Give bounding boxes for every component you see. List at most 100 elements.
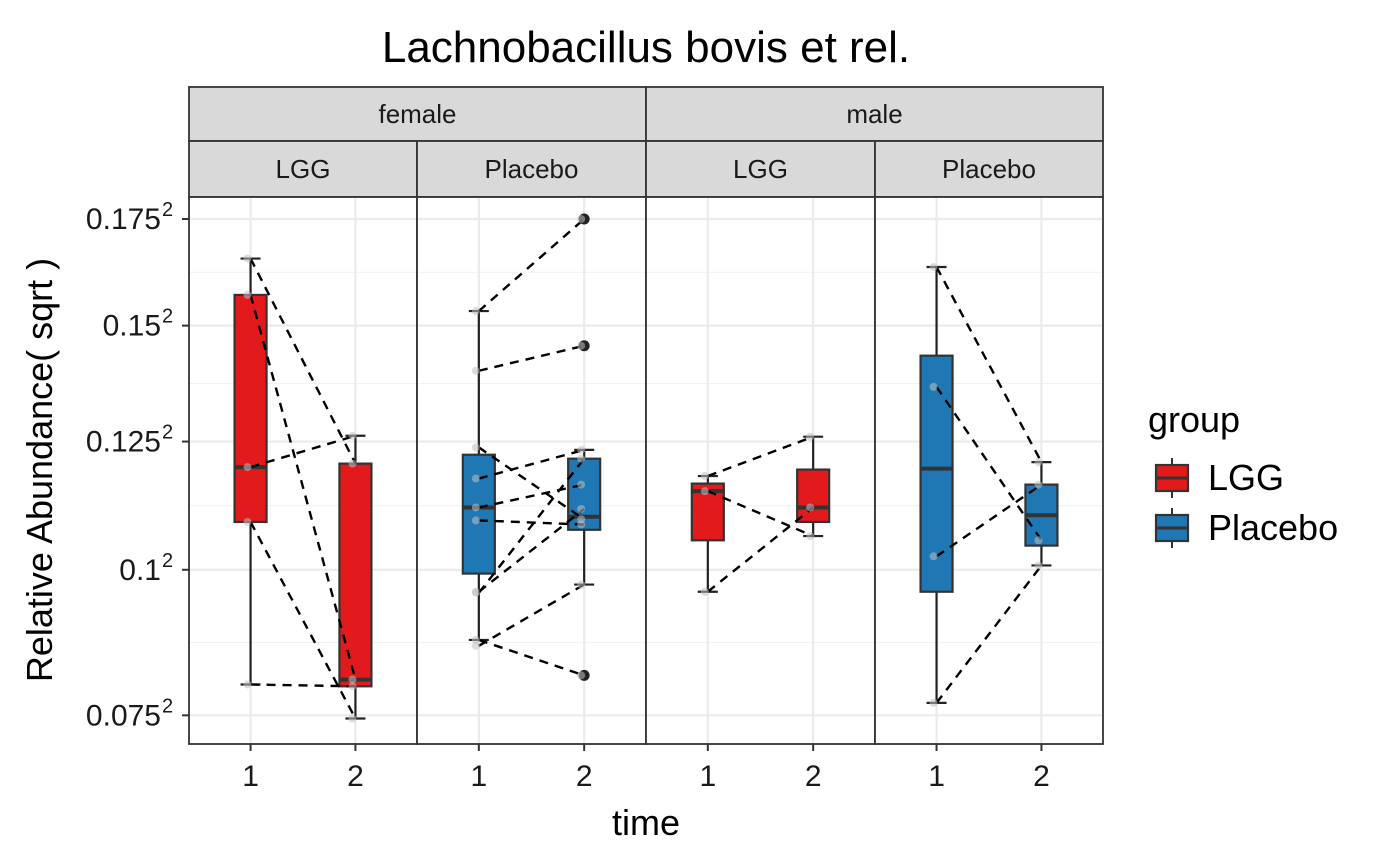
x-tick-label: 1 — [699, 760, 716, 793]
sample-point — [1034, 561, 1043, 570]
panel-male-placebo: Placebo — [874, 140, 1104, 745]
sample-point — [348, 431, 357, 440]
paired-line — [250, 434, 356, 469]
sample-point — [471, 516, 480, 525]
sample-point — [577, 671, 586, 680]
strip-label-female: female — [378, 99, 456, 129]
y-axis: 0.075 20.1 20.125 20.15 20.175 2 — [86, 199, 189, 732]
box-iqr — [461, 453, 496, 575]
sample-point — [243, 680, 252, 689]
panel-background — [875, 197, 1103, 744]
sample-point — [243, 254, 252, 263]
sample-point — [471, 641, 480, 650]
strip-label-placebo: Placebo — [942, 154, 1036, 184]
x-axis: 1 2 1 2 1 2 1 2 — [242, 744, 1050, 793]
paired-line — [478, 638, 585, 677]
strip-lgg — [188, 140, 418, 198]
strip-male — [645, 86, 1104, 142]
paired-line — [935, 564, 1043, 704]
paired-line — [478, 218, 585, 312]
sample-point — [577, 445, 586, 454]
panel-border — [874, 196, 1104, 745]
panel-female-placebo: Placebo — [416, 140, 647, 745]
y-tick-exponent: 2 — [162, 199, 173, 221]
y-tick-exponent: 2 — [162, 550, 173, 572]
box-iqr — [233, 293, 268, 524]
box-female-lgg-t2 — [338, 434, 373, 720]
sample-point — [1034, 458, 1043, 467]
sample-point — [929, 698, 938, 707]
box-male-placebo-t1 — [919, 265, 954, 704]
paired-line — [478, 344, 585, 372]
paired-line — [477, 457, 586, 594]
legend-label-lgg: LGG — [1208, 457, 1284, 498]
sample-point — [471, 443, 480, 452]
y-tick-label: 0.125 — [86, 426, 161, 459]
sample-point — [471, 503, 480, 512]
paired-line — [707, 506, 814, 593]
sample-point — [348, 459, 357, 468]
panel-background — [646, 197, 875, 744]
sample-point — [1034, 480, 1043, 489]
legend-item-lgg: LGG — [1154, 457, 1284, 498]
paired-line — [249, 258, 357, 465]
sample-point — [471, 474, 480, 483]
sample-point — [348, 675, 357, 684]
box-iqr — [796, 468, 831, 524]
x-tick-label: 2 — [1033, 760, 1050, 793]
paired-line — [707, 490, 814, 538]
y-tick-label: 0.175 — [86, 203, 161, 236]
sample-point — [1034, 536, 1043, 545]
paired-line — [478, 446, 585, 521]
panel-male-lgg: LGG — [645, 140, 876, 745]
sample-point — [577, 215, 586, 224]
paired-line — [478, 583, 585, 647]
sample-point — [243, 290, 252, 299]
sample-point — [577, 454, 586, 463]
legend-title: group — [1148, 399, 1240, 440]
sample-point — [243, 517, 252, 526]
strip-lgg — [645, 140, 876, 198]
paired-line — [250, 683, 356, 688]
paired-line — [935, 266, 1043, 463]
x-tick-label: 2 — [805, 760, 822, 793]
paired-line — [478, 519, 585, 526]
strip-label-placebo: Placebo — [485, 154, 579, 184]
y-axis-title: Relative Abundance( sqrt ) — [19, 258, 60, 682]
sample-point — [577, 341, 586, 350]
sample-point — [700, 487, 709, 496]
x-tick-label: 2 — [347, 760, 364, 793]
legend-label-placebo: Placebo — [1208, 507, 1338, 548]
box-iqr — [919, 354, 954, 593]
box-iqr — [338, 462, 373, 688]
sample-point — [471, 307, 480, 316]
strip-label-lgg: LGG — [733, 154, 788, 184]
box-female-lgg-t1 — [233, 257, 268, 686]
paired-line — [249, 521, 357, 720]
sample-point — [929, 263, 938, 272]
sample-point — [700, 472, 709, 481]
y-tick-label: 0.1 — [119, 554, 161, 587]
x-tick-label: 1 — [928, 760, 945, 793]
sample-point — [806, 532, 815, 541]
y-tick-exponent: 2 — [162, 695, 173, 717]
paired-line — [478, 448, 585, 480]
panel-background — [417, 197, 646, 744]
x-tick-label: 1 — [470, 760, 487, 793]
panels-layer: female male LGG Placebo LGG Placebo — [188, 86, 1104, 745]
strip-label-lgg: LGG — [276, 154, 331, 184]
panel-female-lgg: LGG — [188, 140, 418, 745]
x-axis-title: time — [612, 802, 680, 843]
y-tick-exponent: 2 — [162, 306, 173, 328]
sample-point — [348, 682, 357, 691]
sample-point — [806, 503, 815, 512]
sample-point — [348, 714, 357, 723]
paired-line — [478, 508, 585, 593]
sample-point — [929, 382, 938, 391]
y-tick-label: 0.075 — [86, 699, 161, 732]
sample-point — [577, 520, 586, 529]
chart-title: Lachnobacillus bovis et rel. — [382, 23, 910, 72]
sample-point — [577, 580, 586, 589]
sample-point — [700, 587, 709, 596]
